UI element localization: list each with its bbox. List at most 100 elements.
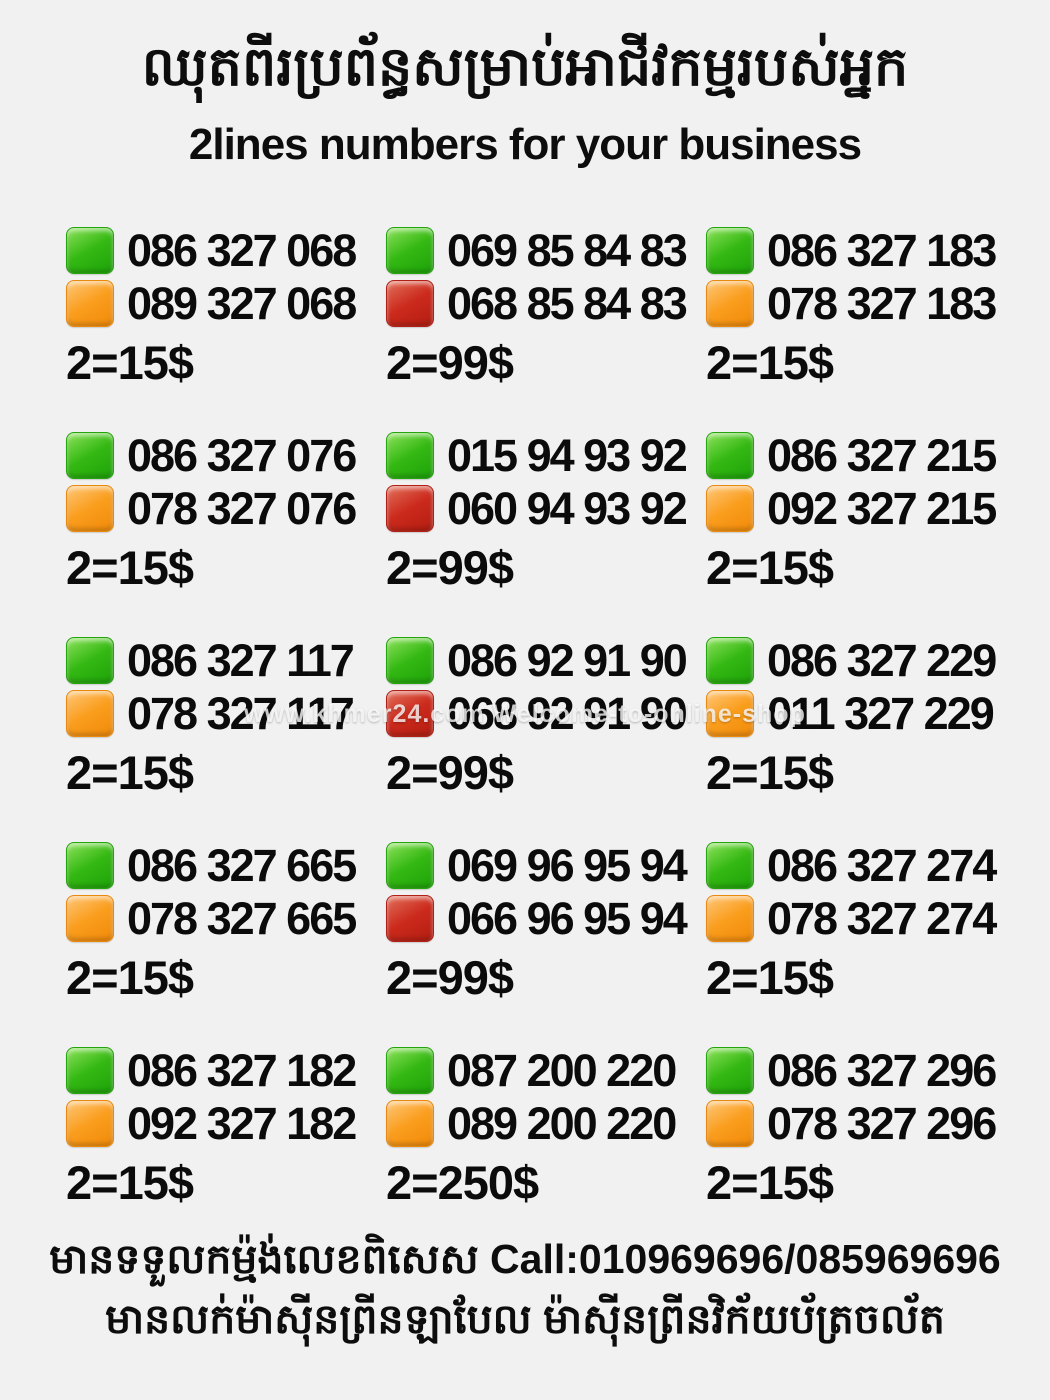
price-label: 2=99$ [386, 541, 514, 594]
phone-number: 060 94 93 92 [447, 482, 688, 534]
number-line-1: 069 85 84 83 [386, 224, 706, 277]
phone-number: 089 327 068 [127, 277, 357, 329]
number-line-1: 086 327 068 [66, 224, 386, 277]
price-label: 2=99$ [386, 951, 514, 1004]
phone-number: 078 327 183 [767, 277, 997, 329]
price-label: 2=15$ [66, 541, 194, 594]
number-pair-card: 086 327 117 078 327 117 2=15$ [66, 634, 386, 839]
number-line-1: 069 96 95 94 [386, 839, 706, 892]
number-line-2: 078 327 274 [706, 892, 1026, 945]
number-pair-card: 015 94 93 92 060 94 93 92 2=99$ [386, 429, 706, 634]
sim-color-square-icon [386, 690, 434, 737]
price-label: 2=15$ [706, 951, 834, 1004]
number-line-2: 066 96 95 94 [386, 892, 706, 945]
phone-number: 069 96 95 94 [447, 839, 688, 891]
sim-color-square-icon [706, 485, 754, 532]
price-label: 2=15$ [706, 336, 834, 389]
number-pair-card: 069 85 84 83 068 85 84 83 2=99$ [386, 224, 706, 429]
sim-color-square-icon [66, 637, 114, 684]
phone-number: 078 327 117 [127, 687, 355, 739]
price-label: 2=15$ [66, 951, 194, 1004]
sim-color-square-icon [706, 432, 754, 479]
number-line-2: 078 327 183 [706, 277, 1026, 330]
phone-number: 086 327 215 [767, 429, 997, 481]
phone-number: 086 327 665 [127, 839, 357, 891]
price-label: 2=15$ [706, 746, 834, 799]
number-line-2: 078 327 117 [66, 687, 386, 740]
sim-color-square-icon [386, 280, 434, 327]
number-pair-card: 086 92 91 90 068 92 91 90 2=99$ [386, 634, 706, 839]
price-label: 2=15$ [706, 541, 834, 594]
number-line-2: 078 327 076 [66, 482, 386, 535]
number-pair-card: 086 327 229 011 327 229 2=15$ [706, 634, 1026, 839]
number-line-2: 078 327 296 [706, 1097, 1026, 1150]
sim-color-square-icon [386, 227, 434, 274]
number-line-1: 086 327 117 [66, 634, 386, 687]
phone-number: 068 92 91 90 [447, 687, 688, 739]
numbers-grid: 086 327 068 089 327 068 2=15$ 069 85 84 … [66, 224, 1026, 1249]
price-label: 2=15$ [66, 336, 194, 389]
sim-color-square-icon [386, 485, 434, 532]
sim-color-square-icon [706, 1047, 754, 1094]
number-pair-card: 086 327 076 078 327 076 2=15$ [66, 429, 386, 634]
sim-color-square-icon [706, 227, 754, 274]
number-pair-card: 086 327 183 078 327 183 2=15$ [706, 224, 1026, 429]
phone-number: 066 96 95 94 [447, 892, 688, 944]
price-label: 2=15$ [66, 1156, 194, 1209]
sim-color-square-icon [66, 690, 114, 737]
phone-number: 086 327 076 [127, 429, 357, 481]
phone-number: 086 327 229 [767, 634, 997, 686]
watermark-text: www.khmer24.com Welcome-to-online-shop [244, 700, 806, 728]
phone-number: 078 327 296 [767, 1097, 997, 1149]
phone-number: 015 94 93 92 [447, 429, 688, 481]
sim-color-square-icon [706, 690, 754, 737]
sim-color-square-icon [386, 637, 434, 684]
phone-number: 078 327 274 [767, 892, 997, 944]
sim-color-square-icon [386, 1047, 434, 1094]
number-line-2: 089 327 068 [66, 277, 386, 330]
price-label: 2=99$ [386, 746, 514, 799]
sim-color-square-icon [706, 637, 754, 684]
number-line-1: 086 327 274 [706, 839, 1026, 892]
phone-number: 086 327 274 [767, 839, 997, 891]
number-pair-card: 087 200 220 089 200 220 2=250$ [386, 1044, 706, 1249]
sim-color-square-icon [386, 1100, 434, 1147]
price-label: 2=15$ [66, 746, 194, 799]
price-label: 2=99$ [386, 336, 514, 389]
number-line-1: 086 327 229 [706, 634, 1026, 687]
phone-number: 069 85 84 83 [447, 224, 688, 276]
number-pair-card: 086 327 296 078 327 296 2=15$ [706, 1044, 1026, 1249]
number-line-2: 060 94 93 92 [386, 482, 706, 535]
sim-color-square-icon [66, 280, 114, 327]
sim-color-square-icon [66, 1100, 114, 1147]
phone-number: 089 200 220 [447, 1097, 677, 1149]
number-line-2: 011 327 229 [706, 687, 1026, 740]
phone-number: 092 327 215 [767, 482, 997, 534]
phone-number: 068 85 84 83 [447, 277, 688, 329]
number-line-1: 086 327 665 [66, 839, 386, 892]
number-pair-card: 086 327 274 078 327 274 2=15$ [706, 839, 1026, 1044]
number-line-1: 086 327 215 [706, 429, 1026, 482]
sim-color-square-icon [386, 895, 434, 942]
number-line-1: 086 327 296 [706, 1044, 1026, 1097]
sim-color-square-icon [66, 895, 114, 942]
phone-number: 086 327 117 [127, 634, 355, 686]
footer-contact-line: មានទទួលកម្ម៉ង់លេខពិសេស Call:010969696/08… [49, 1236, 1001, 1282]
sim-color-square-icon [66, 1047, 114, 1094]
number-line-1: 015 94 93 92 [386, 429, 706, 482]
page-subtitle: 2lines numbers for your business [188, 120, 862, 169]
phone-number: 011 327 229 [767, 687, 995, 739]
phone-number: 086 327 183 [767, 224, 997, 276]
number-line-1: 086 92 91 90 [386, 634, 706, 687]
sim-color-square-icon [706, 895, 754, 942]
price-label: 2=250$ [386, 1156, 539, 1209]
number-line-2: 068 85 84 83 [386, 277, 706, 330]
sim-color-square-icon [66, 842, 114, 889]
number-pair-card: 069 96 95 94 066 96 95 94 2=99$ [386, 839, 706, 1044]
phone-number: 092 327 182 [127, 1097, 357, 1149]
number-pair-card: 086 327 215 092 327 215 2=15$ [706, 429, 1026, 634]
phone-number: 086 327 068 [127, 224, 357, 276]
number-line-2: 078 327 665 [66, 892, 386, 945]
phone-number: 078 327 665 [127, 892, 357, 944]
